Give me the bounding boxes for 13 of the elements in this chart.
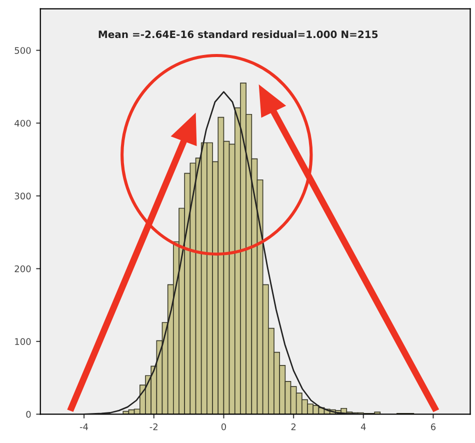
y-tick-label: 300 — [14, 192, 31, 200]
annotation: Mean =-2.64E-16 standard residual=1.000 N=215 — [98, 30, 378, 38]
x-tick-label: 4 — [360, 424, 366, 430]
y-tick-label: 200 — [14, 265, 31, 272]
x-tick-label: -4 — [80, 424, 88, 430]
y-tick-label: 0 — [26, 410, 31, 418]
x-tick-label: 6 — [430, 423, 436, 430]
y-tick-label: 500 — [14, 47, 31, 54]
y-tick-label: 400 — [14, 120, 31, 127]
y-tick-label: 100 — [15, 338, 31, 345]
x-tick-label: -2 — [150, 423, 158, 430]
x-tick-label: 0 — [221, 423, 226, 430]
x-tick-label: 2 — [291, 423, 296, 430]
